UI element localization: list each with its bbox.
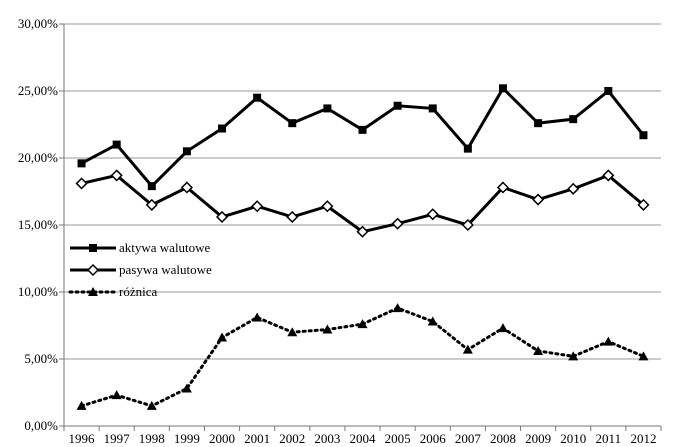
legend-label: aktywa walutowe <box>119 240 211 255</box>
data-point <box>75 177 88 190</box>
series-aktywa-walutowe <box>77 84 648 191</box>
data-point <box>182 147 191 156</box>
data-point <box>77 159 86 168</box>
legend-marker <box>89 244 97 252</box>
data-point <box>463 144 472 153</box>
x-tick-label: 2001 <box>244 431 270 446</box>
y-tick-label: 15,00% <box>18 217 58 232</box>
data-point <box>604 87 613 95</box>
data-point <box>111 390 122 400</box>
series-layer <box>75 84 650 410</box>
data-point <box>253 93 262 102</box>
x-tick-label: 2006 <box>420 431 447 446</box>
axes <box>59 23 662 431</box>
data-point <box>427 316 438 326</box>
data-point <box>392 303 403 313</box>
x-tick-label: 2003 <box>314 431 340 446</box>
data-point <box>287 327 298 337</box>
gridlines <box>64 23 661 360</box>
y-tick-label: 0,00% <box>24 418 58 433</box>
data-point <box>358 125 367 134</box>
x-tick-label: 2000 <box>209 431 235 446</box>
y-tick-label: 20,00% <box>18 150 58 165</box>
x-tick-label: 2004 <box>350 431 377 446</box>
data-point <box>533 345 544 355</box>
data-point <box>217 332 228 342</box>
data-point <box>638 351 649 361</box>
x-tick-label: 2002 <box>279 431 305 446</box>
data-point <box>462 344 473 354</box>
x-tick-label: 2011 <box>596 431 622 446</box>
data-point <box>602 169 615 182</box>
x-tick-label: 1999 <box>174 431 200 446</box>
data-point <box>288 119 297 128</box>
data-point <box>147 182 156 191</box>
tick-labels: 0,00% 5,00% 10,00% 15,00% 20,00% 25,00% 30,00%… <box>18 16 657 446</box>
x-tick-label: 2012 <box>630 431 656 446</box>
data-point <box>496 181 510 194</box>
legend-item: aktywa walutowe <box>70 240 211 255</box>
legend-item: pasywa walutowe <box>70 262 212 277</box>
legend-marker <box>86 263 100 277</box>
data-point <box>112 140 121 149</box>
data-point <box>461 218 474 232</box>
legend-label: różnica <box>119 284 157 299</box>
data-point <box>252 312 263 322</box>
data-point <box>286 210 299 224</box>
data-point <box>323 104 332 113</box>
data-point <box>145 198 158 211</box>
x-tick-label: 1997 <box>104 431 131 446</box>
x-tick-label: 2007 <box>455 431 482 446</box>
y-tick-label: 30,00% <box>18 16 58 31</box>
data-point <box>391 217 404 230</box>
data-point <box>569 115 578 124</box>
data-point <box>321 200 334 213</box>
data-point <box>110 169 123 182</box>
data-point <box>428 104 437 113</box>
data-point <box>356 225 369 238</box>
data-point <box>567 182 580 195</box>
data-point <box>146 400 157 410</box>
data-point <box>215 210 229 224</box>
y-tick-label: 5,00% <box>24 351 58 366</box>
x-tick-label: 2009 <box>525 431 551 446</box>
legend: aktywa walutowe pasywa walutowe różnica <box>68 240 212 299</box>
data-point <box>426 208 439 221</box>
data-point <box>497 323 508 333</box>
series-różnica <box>76 303 649 410</box>
data-point <box>180 181 193 194</box>
data-point <box>532 193 545 206</box>
y-tick-label: 10,00% <box>18 284 58 299</box>
series-pasywa-walutowe <box>75 169 650 238</box>
data-point <box>181 383 192 393</box>
data-point <box>498 84 507 93</box>
legend-marker <box>88 287 98 296</box>
x-tick-label: 2008 <box>490 431 516 446</box>
legend-item: różnica <box>68 284 157 299</box>
data-point <box>637 198 650 211</box>
data-point <box>76 400 87 410</box>
y-tick-label: 25,00% <box>18 83 58 98</box>
data-point <box>322 324 333 334</box>
data-point <box>357 319 368 329</box>
data-point <box>218 124 227 133</box>
legend-label: pasywa walutowe <box>119 262 212 277</box>
x-tick-label: 1996 <box>69 431 96 446</box>
series-line <box>80 85 645 189</box>
x-tick-label: 2010 <box>560 431 586 446</box>
data-point <box>603 336 614 346</box>
x-tick-label: 1998 <box>139 431 165 446</box>
data-point <box>639 131 648 140</box>
data-point <box>568 351 579 361</box>
series-line <box>81 173 645 234</box>
data-point <box>251 200 264 213</box>
data-point <box>534 119 543 128</box>
data-point <box>393 101 402 110</box>
x-tick-label: 2005 <box>385 431 411 446</box>
